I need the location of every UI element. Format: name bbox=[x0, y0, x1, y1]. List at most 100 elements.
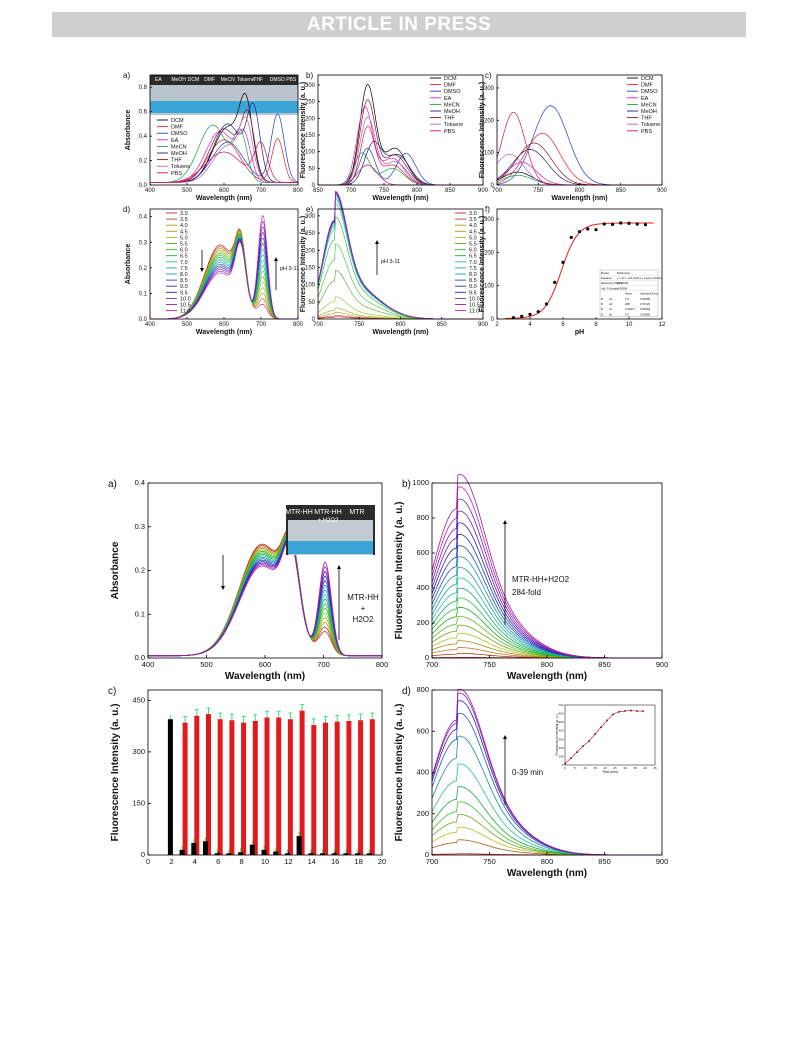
legend-entry: 3.5 bbox=[469, 217, 477, 223]
x-axis-label: Wavelength (nm) bbox=[372, 195, 428, 202]
fit-table-cell: 3.57123 bbox=[640, 302, 651, 306]
vial-photo: MTR-HH MTR-HH MTR + H2O2 bbox=[285, 505, 375, 555]
fit-table-value: Boltzmann bbox=[617, 271, 631, 275]
y-tick-label: 150 bbox=[132, 798, 145, 807]
legend-entry: 9.0 bbox=[180, 284, 188, 290]
data-point bbox=[561, 260, 565, 264]
y-tick-label: 600 bbox=[416, 548, 429, 557]
legend-entry: 5.0 bbox=[469, 235, 477, 241]
inset-point bbox=[588, 740, 590, 742]
x-tick-label: 6 bbox=[561, 322, 565, 328]
time-course-inset: 0 5 10 15 20 25 30 35 40 450100200300400500600700… bbox=[555, 703, 657, 774]
y-tick-label: 400 bbox=[416, 768, 429, 777]
inset-y-tick: 300 bbox=[558, 737, 563, 741]
legend-entry: 8.0 bbox=[180, 272, 188, 278]
inset-y-label: Fluorescence Intensity (a. u.) bbox=[555, 714, 559, 755]
ph-range-annotation: pH 3-11 bbox=[280, 266, 299, 272]
fluorescence-curve-pbs bbox=[496, 111, 662, 186]
x-axis-label: Wavelength (nm) bbox=[196, 195, 252, 202]
x-tick-label: 0 bbox=[146, 857, 150, 866]
inset-y-tick: 400 bbox=[558, 729, 563, 733]
vial-label: THF bbox=[253, 77, 263, 83]
inset-x-tick: 30 bbox=[623, 766, 627, 770]
bar-black bbox=[284, 853, 290, 855]
x-tick-label: 900 bbox=[657, 188, 668, 194]
inset-y-tick: 100 bbox=[558, 754, 563, 758]
x-tick-label: 700 bbox=[426, 857, 439, 866]
fit-table-key: Equation bbox=[601, 276, 612, 280]
legend-entry: MeOH bbox=[641, 109, 657, 115]
y-tick-label: 200 bbox=[484, 118, 495, 124]
h2o2-fluorescence-curve bbox=[431, 486, 662, 659]
y-axis-label: Fluorescence Intensity (a. u.) bbox=[394, 502, 405, 640]
y-tick-label: 0.0 bbox=[135, 653, 145, 662]
x-tick-label: 20 bbox=[378, 857, 386, 866]
fluorescence-curve-dmf bbox=[496, 132, 662, 186]
inset-point bbox=[564, 762, 566, 765]
y-tick-label: 250 bbox=[305, 100, 316, 106]
bar-black bbox=[179, 849, 185, 855]
y-tick-label: 800 bbox=[416, 685, 429, 694]
legend-entry: 7.5 bbox=[469, 266, 477, 272]
x-tick-label: 750 bbox=[483, 660, 496, 669]
inset-point bbox=[636, 710, 638, 712]
bar-black bbox=[226, 853, 232, 855]
bar-red bbox=[229, 720, 235, 855]
y-tick-label: 300 bbox=[132, 747, 145, 756]
increase-arrow-head bbox=[375, 240, 379, 244]
fit-table-cell: B bbox=[601, 297, 603, 301]
y-tick-label: 100 bbox=[484, 284, 495, 290]
y-tick-label: 50 bbox=[308, 166, 315, 172]
bar-black bbox=[308, 853, 314, 855]
bar-red bbox=[369, 719, 375, 855]
data-point bbox=[520, 314, 524, 318]
y-tick-label: 0.4 bbox=[139, 134, 148, 140]
bar-black bbox=[320, 853, 325, 855]
inset-point bbox=[576, 751, 578, 754]
axes-frame bbox=[496, 208, 663, 320]
ph-fluorescence-curve bbox=[317, 269, 483, 320]
legend-entry: 9.5 bbox=[180, 290, 188, 296]
x-tick-label: 18 bbox=[354, 857, 362, 866]
x-tick-label: 700 bbox=[492, 188, 503, 194]
legend-entry: PBS bbox=[641, 129, 652, 135]
y-tick-label: 0.0 bbox=[139, 317, 148, 323]
vial-label: EA bbox=[155, 77, 162, 83]
y-tick-label: 250 bbox=[305, 231, 316, 237]
bar-red bbox=[182, 722, 188, 855]
legend-entry: 3.5 bbox=[180, 217, 188, 223]
data-point bbox=[635, 222, 639, 226]
x-tick-label: 700 bbox=[256, 188, 267, 194]
y-tick-label: 100 bbox=[305, 283, 316, 289]
panel-label: e) bbox=[306, 205, 313, 214]
inset-point bbox=[618, 710, 620, 713]
legend-entry: 10.0 bbox=[180, 296, 191, 302]
legend-entry: 4.5 bbox=[180, 229, 188, 235]
legend-entry: DMSO bbox=[171, 131, 188, 137]
y-tick-label: 200 bbox=[416, 618, 429, 627]
inset-y-tick: 500 bbox=[558, 720, 563, 724]
legend-entry: 4.0 bbox=[469, 223, 477, 229]
data-point bbox=[619, 221, 623, 225]
x-tick-label: 12 bbox=[284, 857, 292, 866]
axes-frame bbox=[317, 74, 484, 186]
inset-line bbox=[564, 710, 644, 764]
x-tick-label: 900 bbox=[478, 322, 489, 328]
fit-table-value: 0.99398 bbox=[617, 286, 628, 290]
bottom-panel-c: 0 2 4 6 8 10 12 14 16 18 20 0 150 300 450 Fluorescence … bbox=[108, 686, 386, 866]
y-tick-label: 0.4 bbox=[139, 215, 148, 221]
x-tick-label: 400 bbox=[142, 660, 155, 669]
x-tick-label: 2 bbox=[169, 857, 173, 866]
y-tick-label: 0 bbox=[425, 653, 429, 662]
vial-label: MTR-HH bbox=[314, 509, 342, 516]
legend-entry: EA bbox=[444, 96, 452, 102]
x-tick-label: 850 bbox=[437, 322, 448, 328]
top-panel-e: 700 750 800 850 900 0 50 100 150 200 250 300 Wavelen… bbox=[300, 190, 489, 336]
legend-entry: 3.0 bbox=[180, 211, 188, 217]
y-tick-label: 0 bbox=[491, 183, 495, 189]
fit-table-header: Standard Error bbox=[640, 292, 658, 296]
legend-entry: DMF bbox=[171, 125, 184, 131]
absorbance-curve-toluene bbox=[150, 116, 298, 183]
legend-entry: THF bbox=[171, 158, 182, 164]
fit-table-cell: x0 bbox=[609, 307, 612, 311]
